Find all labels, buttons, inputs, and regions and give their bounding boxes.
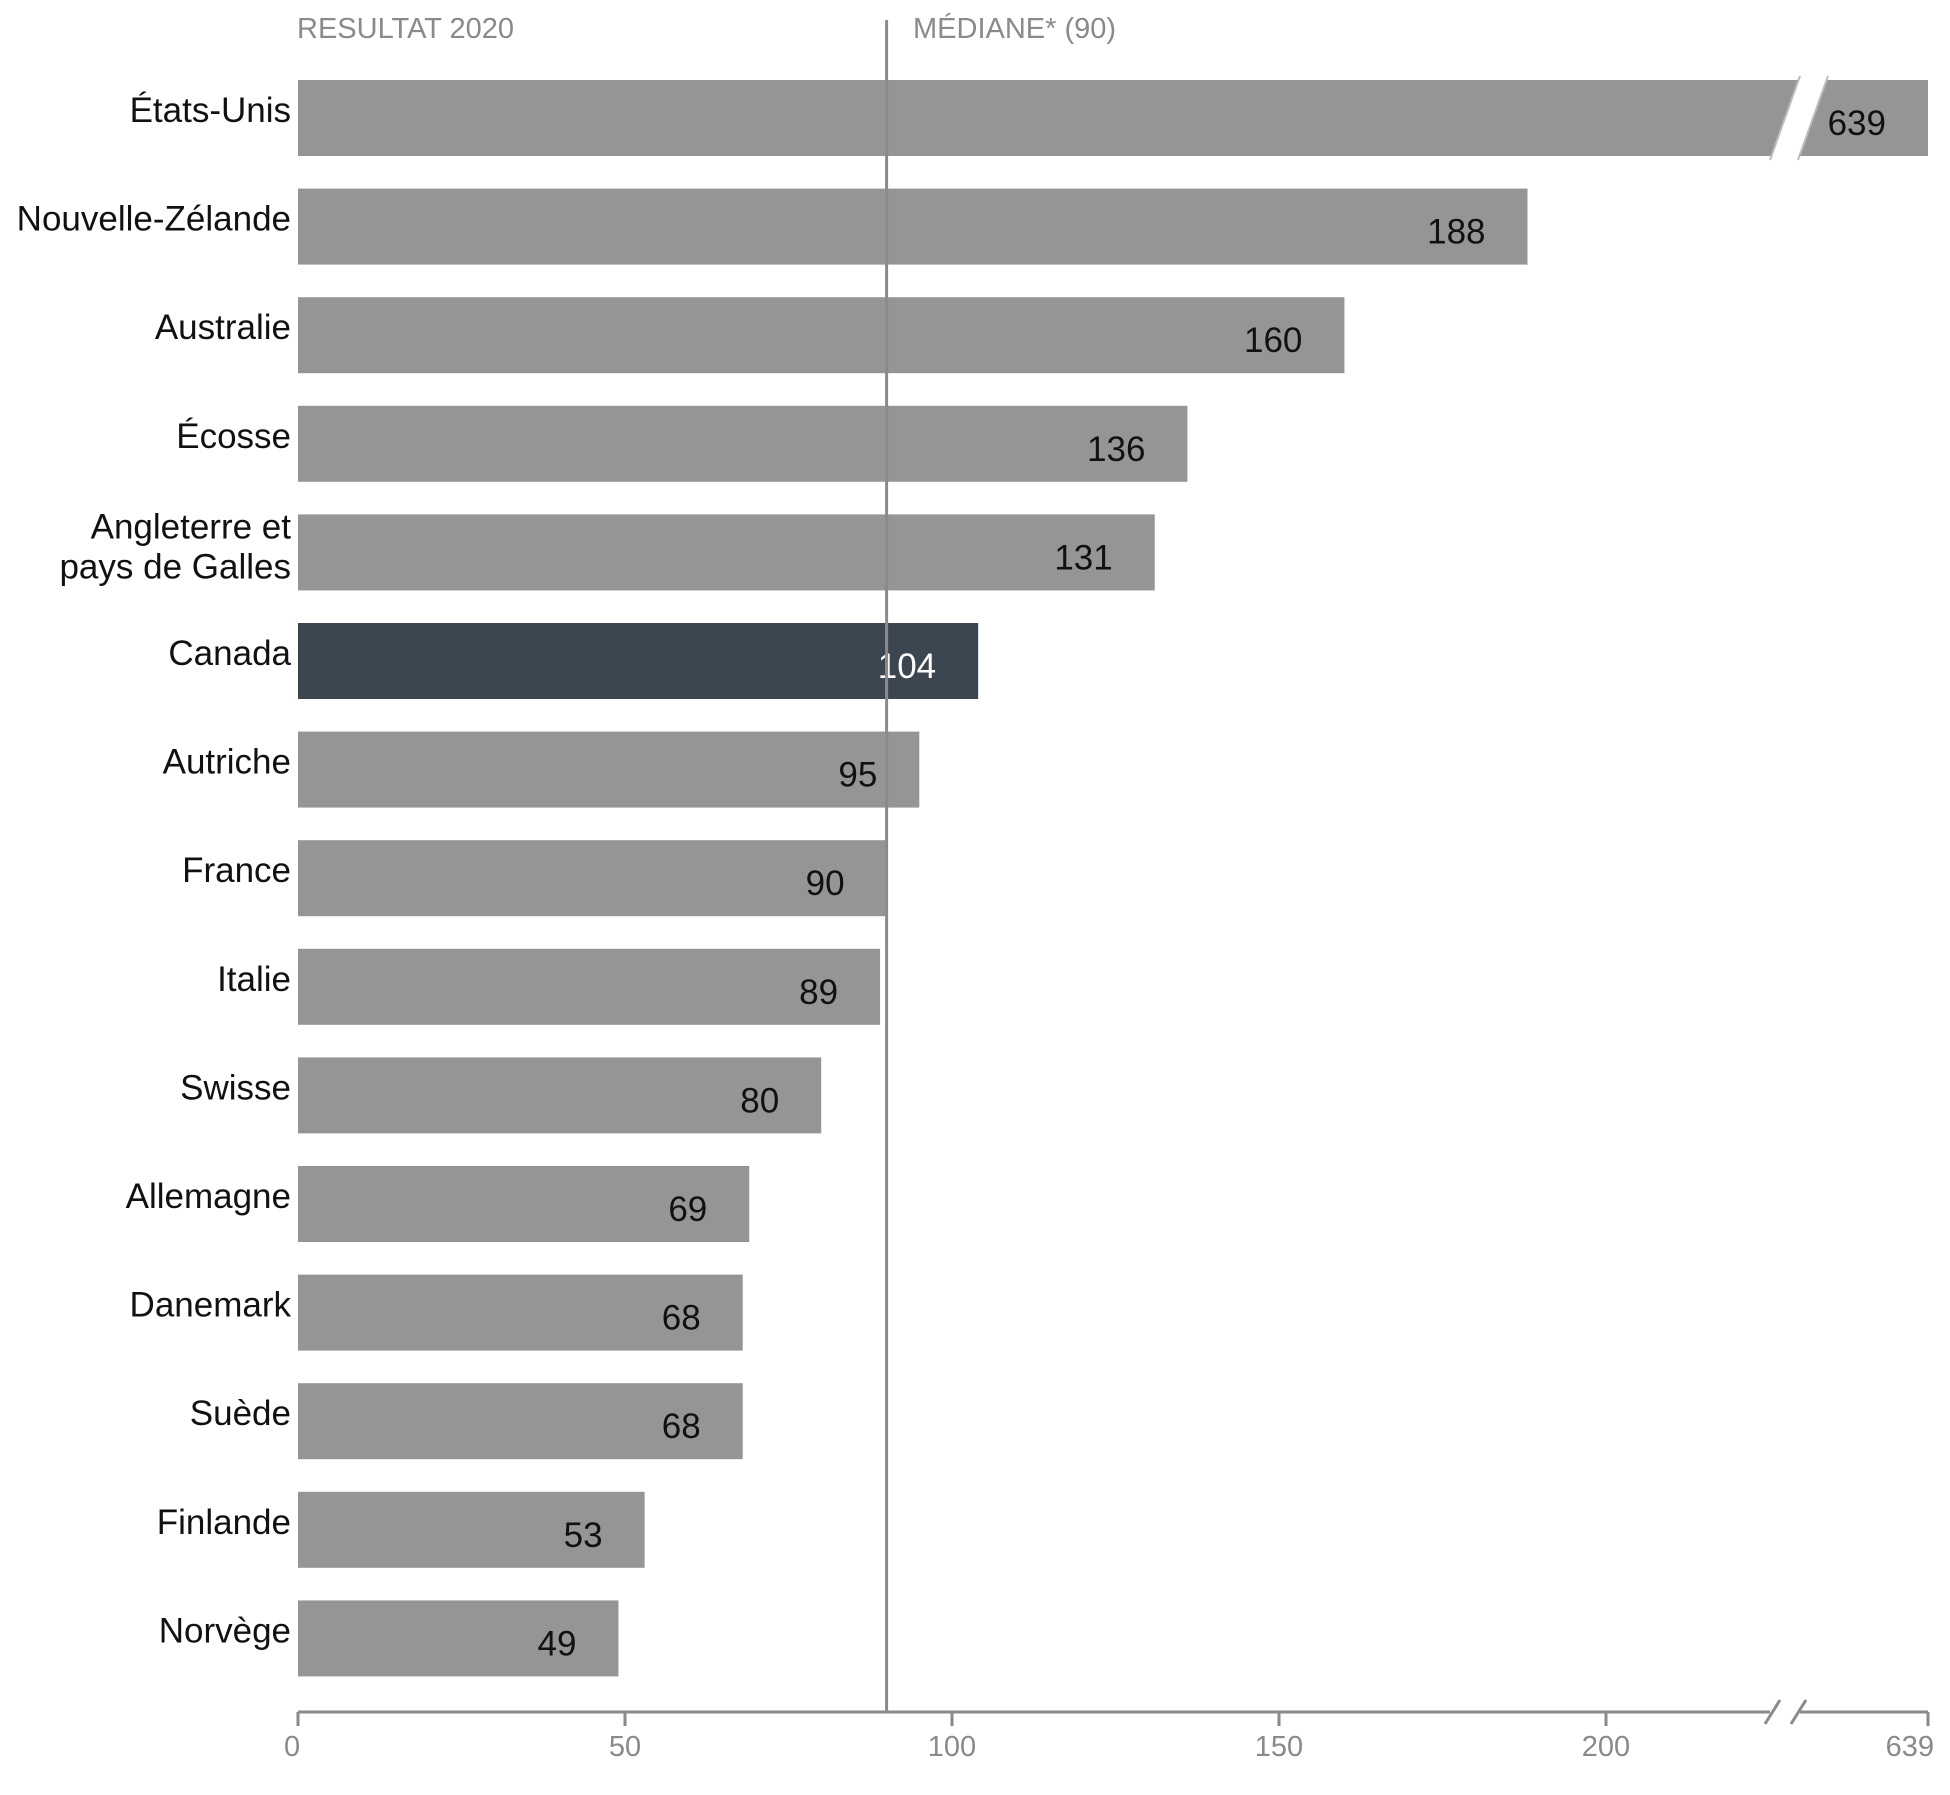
- x-tick-label: 100: [928, 1731, 976, 1763]
- category-label: Autriche: [163, 743, 291, 782]
- category-label: Norvège: [159, 1611, 291, 1650]
- value-label: 80: [740, 1081, 779, 1120]
- bar: [298, 297, 1345, 374]
- category-label: Australie: [155, 308, 291, 347]
- value-label: 131: [1054, 538, 1112, 577]
- bar: [298, 1600, 619, 1677]
- bar: [298, 1383, 743, 1460]
- bar-break-edge: [1797, 75, 1829, 161]
- bar: [298, 405, 1188, 482]
- bar: [298, 1057, 822, 1134]
- value-label: 160: [1244, 321, 1302, 360]
- category-label: Canada: [168, 634, 291, 673]
- bar: [298, 840, 887, 917]
- category-label: Écosse: [176, 417, 291, 456]
- bar: [298, 948, 881, 1025]
- bar: [298, 514, 1155, 591]
- x-tick-label: 200: [1582, 1731, 1630, 1763]
- value-label: 89: [799, 973, 838, 1012]
- x-tick-label: 150: [1255, 1731, 1303, 1763]
- header-median: MÉDIANE* (90): [913, 12, 1116, 45]
- value-label: 68: [662, 1299, 701, 1338]
- value-label: 90: [806, 864, 845, 903]
- category-labels: États-Unis Nouvelle-Zélande Australie Écoss…: [17, 91, 292, 1650]
- x-axis: 0 50 100 150 200 639: [284, 1699, 1934, 1763]
- value-label: 68: [662, 1407, 701, 1446]
- bar: [298, 1491, 645, 1568]
- category-label: Allemagne: [126, 1177, 291, 1216]
- value-label: 49: [538, 1624, 577, 1663]
- axis-break-mark: [1763, 1699, 1782, 1725]
- header-result-2020: RESULTAT 2020: [297, 13, 514, 45]
- bars-layer: [298, 75, 1928, 1677]
- category-label: Finlande: [157, 1503, 291, 1542]
- bar: [298, 623, 979, 699]
- value-label: 53: [564, 1516, 603, 1555]
- category-label: Swisse: [180, 1068, 291, 1107]
- category-label: Italie: [217, 960, 291, 999]
- category-label: Nouvelle-Zélande: [17, 200, 291, 239]
- category-label: États-Unis: [130, 91, 291, 130]
- x-tick-label: 0: [284, 1731, 300, 1763]
- bar: [298, 1166, 750, 1242]
- bar: [298, 1274, 743, 1351]
- bar: [298, 731, 920, 808]
- bar: [298, 188, 1528, 265]
- category-label: Angleterre et: [91, 507, 292, 546]
- x-tick-label: 50: [609, 1731, 641, 1763]
- bar: [298, 80, 1928, 156]
- value-label: 95: [838, 756, 877, 795]
- category-label: Suède: [190, 1394, 291, 1433]
- category-label: France: [182, 851, 291, 890]
- axis-break-mark: [1789, 1699, 1808, 1725]
- x-tick-label: 639: [1886, 1731, 1934, 1763]
- value-label: 69: [668, 1190, 707, 1229]
- value-label: 639: [1828, 104, 1886, 143]
- value-label: 188: [1427, 213, 1485, 252]
- category-label: pays de Galles: [59, 547, 291, 586]
- bar-break-gap: [1770, 76, 1828, 160]
- category-label: Danemark: [130, 1286, 292, 1325]
- bar-break-edge: [1769, 75, 1801, 161]
- value-label: 136: [1087, 430, 1145, 469]
